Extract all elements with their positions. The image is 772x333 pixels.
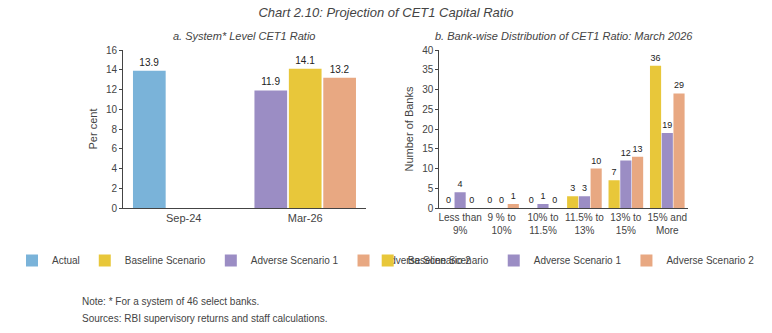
svg-text:25: 25 xyxy=(422,104,434,115)
svg-text:Actual: Actual xyxy=(52,255,80,266)
svg-text:11.5% to13%: 11.5% to13% xyxy=(565,212,604,236)
svg-text:4: 4 xyxy=(458,179,463,189)
svg-text:14.1: 14.1 xyxy=(295,55,315,66)
svg-text:29: 29 xyxy=(674,80,684,90)
svg-text:8: 8 xyxy=(111,124,117,135)
svg-text:13% to15%: 13% to15% xyxy=(610,212,642,236)
svg-text:30: 30 xyxy=(422,84,434,95)
svg-text:15% andMore: 15% andMore xyxy=(648,212,687,236)
svg-text:0: 0 xyxy=(552,195,557,205)
svg-text:Mar-26: Mar-26 xyxy=(288,212,323,224)
svg-text:Sep-24: Sep-24 xyxy=(166,212,201,224)
svg-text:Number of Banks: Number of Banks xyxy=(403,86,415,171)
svg-text:Less than9%: Less than9% xyxy=(438,212,481,236)
svg-text:Sources: RBI supervisory retur: Sources: RBI supervisory returns and sta… xyxy=(82,313,327,324)
svg-text:15: 15 xyxy=(422,143,434,154)
svg-text:10% to11.5%: 10% to11.5% xyxy=(527,212,559,236)
svg-text:14: 14 xyxy=(106,64,118,75)
svg-text:Chart 2.10: Projection of CET1: Chart 2.10: Projection of CET1 Capital R… xyxy=(258,5,513,20)
svg-text:5: 5 xyxy=(428,183,434,194)
svg-text:0: 0 xyxy=(446,195,451,205)
svg-text:7: 7 xyxy=(612,167,617,177)
svg-text:0: 0 xyxy=(499,195,504,205)
svg-text:3: 3 xyxy=(582,183,587,193)
svg-text:Adverse Scenario 1: Adverse Scenario 1 xyxy=(534,255,622,266)
svg-text:0: 0 xyxy=(111,203,117,214)
svg-text:12: 12 xyxy=(621,148,631,158)
svg-text:Baseline Scenario: Baseline Scenario xyxy=(408,255,489,266)
svg-text:Adverse Scenario 1: Adverse Scenario 1 xyxy=(251,255,339,266)
svg-text:4: 4 xyxy=(111,163,117,174)
svg-text:35: 35 xyxy=(422,64,434,75)
svg-text:6: 6 xyxy=(111,143,117,154)
svg-text:b. Bank-wise Distribution of C: b. Bank-wise Distribution of CET1 Ratio:… xyxy=(435,30,693,42)
svg-text:0: 0 xyxy=(487,195,492,205)
svg-text:2: 2 xyxy=(111,183,117,194)
svg-text:20: 20 xyxy=(422,124,434,135)
svg-text:10: 10 xyxy=(591,156,601,166)
svg-text:10: 10 xyxy=(106,104,118,115)
svg-text:0: 0 xyxy=(529,195,534,205)
svg-text:19: 19 xyxy=(662,120,672,130)
svg-text:0: 0 xyxy=(469,195,474,205)
svg-text:1: 1 xyxy=(540,191,545,201)
svg-text:Note: * For a system of 46 sel: Note: * For a system of 46 select banks. xyxy=(82,296,259,307)
svg-text:16: 16 xyxy=(106,45,118,56)
svg-text:40: 40 xyxy=(422,45,434,56)
svg-text:13.9: 13.9 xyxy=(139,57,159,68)
svg-text:a. System* Level CET1 Ratio: a. System* Level CET1 Ratio xyxy=(173,30,315,42)
svg-text:9 % to10%: 9 % to10% xyxy=(487,212,516,236)
svg-text:Per cent: Per cent xyxy=(87,109,99,150)
svg-text:1: 1 xyxy=(511,191,516,201)
svg-text:13.2: 13.2 xyxy=(330,64,350,75)
svg-text:12: 12 xyxy=(106,84,118,95)
svg-text:0: 0 xyxy=(428,203,434,214)
svg-text:3: 3 xyxy=(570,183,575,193)
svg-text:13: 13 xyxy=(633,144,643,154)
svg-text:Adverse Scenario 2: Adverse Scenario 2 xyxy=(666,255,754,266)
svg-text:Baseline Scenario: Baseline Scenario xyxy=(125,255,206,266)
svg-text:10: 10 xyxy=(422,163,434,174)
svg-text:36: 36 xyxy=(651,53,661,63)
svg-text:11.9: 11.9 xyxy=(261,76,280,87)
